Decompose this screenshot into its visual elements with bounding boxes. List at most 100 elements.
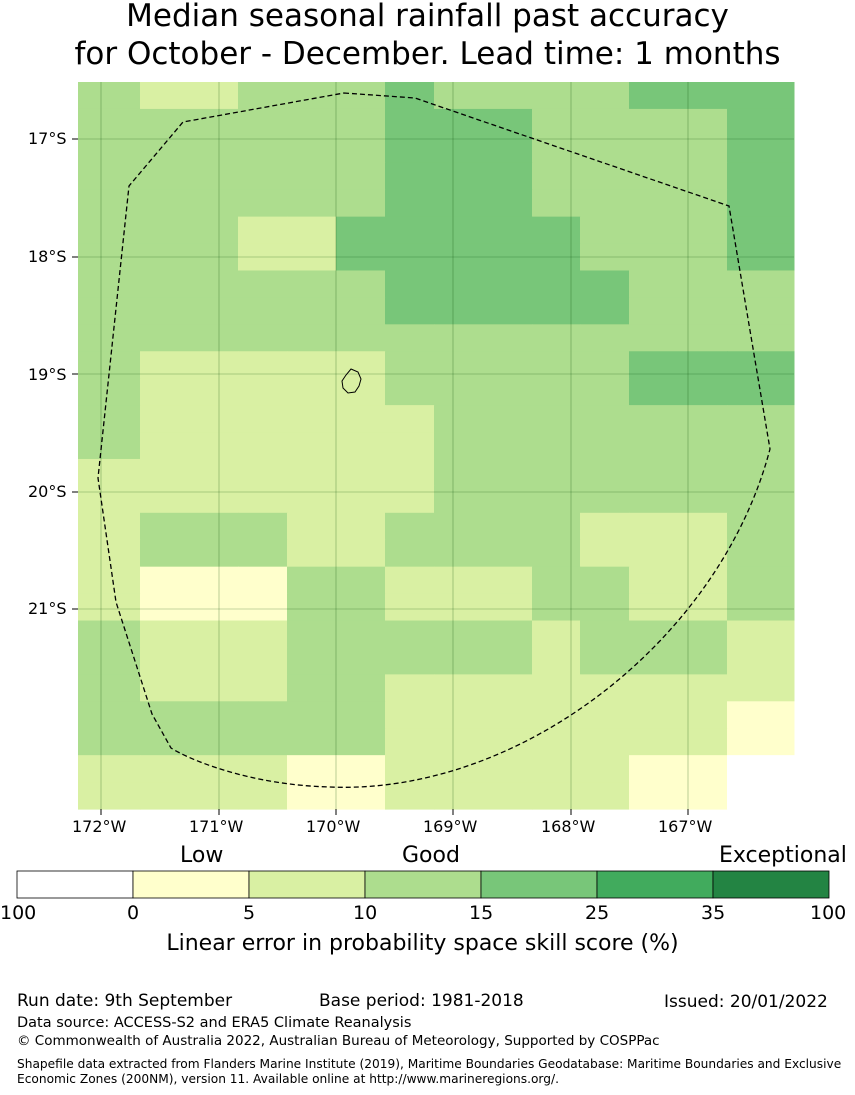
grid-cell [336, 135, 386, 164]
base-period: Base period: 1981-2018 [319, 991, 524, 1011]
grid-cell [140, 566, 239, 595]
grid-cell [532, 189, 581, 218]
grid-cell [78, 512, 141, 541]
grid-cell [238, 189, 288, 218]
grid-cell [78, 216, 141, 245]
grid-cell [434, 162, 533, 191]
run-date: Run date: 9th September [17, 991, 233, 1011]
grid-cell [434, 512, 533, 541]
grid-cell [140, 674, 239, 702]
grid-cell [336, 324, 386, 352]
grid-cell [385, 189, 435, 218]
grid-cell [140, 108, 239, 137]
grid-cell [434, 82, 533, 110]
grid-cell [385, 458, 435, 487]
grid-cell [532, 82, 581, 110]
grid-cell [336, 755, 386, 783]
grid-cell [727, 432, 795, 460]
grid-cell [727, 243, 795, 272]
grid-cell [287, 351, 337, 379]
grid-cell [385, 485, 435, 514]
grid-cell [140, 297, 239, 325]
grid-cell [78, 674, 141, 702]
grid-cell [238, 405, 288, 433]
grid-cell [140, 243, 239, 272]
grid-cell [434, 378, 533, 406]
colorbar-swatch [712, 870, 830, 899]
grid-cell [727, 593, 795, 622]
colorbar-tick-4: 15 [469, 902, 494, 924]
grid-cell [287, 378, 337, 406]
grid-cell [385, 108, 435, 137]
grid-cell [78, 432, 141, 460]
colorbar-tick-3: 10 [353, 902, 378, 924]
grid-cell [78, 135, 141, 164]
grid-cell [78, 324, 141, 352]
grid-cell [727, 674, 795, 702]
grid-cell [434, 405, 533, 433]
grid-cell [385, 701, 435, 729]
grid-cell [580, 378, 630, 406]
grid-cell [580, 593, 630, 622]
grid-cell [78, 755, 141, 783]
grid-cell [434, 539, 533, 568]
grid-cell [238, 270, 288, 299]
grid-cell [287, 512, 337, 541]
grid-cell [580, 539, 630, 568]
grid-cell [385, 162, 435, 191]
grid-cell [336, 405, 386, 433]
lon-label-171w: 171°W [189, 817, 244, 836]
grid-cell [727, 755, 795, 783]
grid-cell [629, 620, 728, 649]
grid-cell [78, 405, 141, 433]
grid-cell [238, 324, 288, 352]
grid-cell [727, 108, 795, 137]
grid-cell [78, 620, 141, 649]
grid-cell [580, 566, 630, 595]
grid-cell [287, 216, 337, 245]
lon-label-170w: 170°W [306, 817, 361, 836]
grid-cell [727, 485, 795, 514]
grid-cell [78, 593, 141, 622]
grid-cell [336, 351, 386, 379]
grid-cell [336, 512, 386, 541]
grid-cell [140, 593, 239, 622]
map-title-line-1: Median seasonal rainfall past accuracy [126, 0, 729, 34]
grid-cell [532, 728, 581, 756]
grid-cell [238, 485, 288, 514]
grid-cell [238, 135, 288, 164]
grid-cell [385, 782, 435, 810]
colorbar-category-good: Good [402, 843, 460, 868]
grid-cell [580, 189, 630, 218]
lat-label-17s: 17°S [28, 129, 67, 148]
grid-cell [532, 135, 581, 164]
grid-cell [78, 539, 141, 568]
grid-cell [580, 755, 630, 783]
grid-cell [385, 82, 435, 110]
grid-cell [287, 674, 337, 702]
grid-cell [532, 162, 581, 191]
grid-cell [727, 189, 795, 218]
lat-label-21s: 21°S [28, 599, 67, 618]
grid-cell [140, 432, 239, 460]
grid-cell [385, 405, 435, 433]
grid-cell [629, 647, 728, 675]
grid-cell [385, 755, 435, 783]
grid-cell [287, 324, 337, 352]
grid-cell [385, 135, 435, 164]
colorbar-swatch [248, 870, 366, 899]
lon-label-168w: 168°W [541, 817, 596, 836]
grid-cell [727, 351, 795, 379]
grid-cell [78, 108, 141, 137]
grid-cell [434, 432, 533, 460]
map-title-line-2: for October - December. Lead time: 1 mon… [74, 36, 781, 72]
grid-cell [434, 135, 533, 164]
grid-cell [532, 324, 581, 352]
grid-cell [580, 216, 630, 245]
grid-cell [287, 432, 337, 460]
grid-cell [580, 701, 630, 729]
grid-cell [140, 162, 239, 191]
grid-cell [727, 82, 795, 110]
grid-cell [532, 108, 581, 137]
grid-cell [580, 243, 630, 272]
